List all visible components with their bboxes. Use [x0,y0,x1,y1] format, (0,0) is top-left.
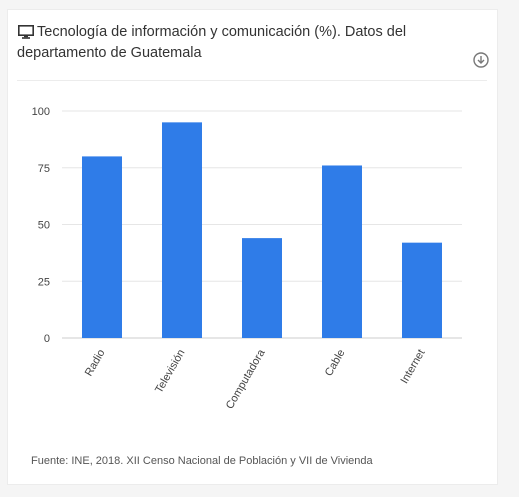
x-tick-label: Internet [399,348,428,386]
y-tick-label: 100 [32,106,50,118]
x-tick-label: Cable [323,348,348,379]
download-icon[interactable] [473,52,489,68]
chart-title: Tecnología de información y comunicación… [17,24,407,61]
monitor-icon [18,25,34,39]
bar-cable [322,165,362,338]
y-tick-label: 25 [38,276,50,288]
x-tick-label: Televisión [153,348,188,396]
bar-radio [82,156,122,338]
x-tick-label: Computadora [224,347,268,411]
y-tick-label: 75 [38,163,50,175]
bar-internet [402,242,442,338]
bar-televisión [162,122,202,338]
source-note: Fuente: INE, 2018. XII Censo Nacional de… [31,455,373,467]
bar-computadora [242,238,282,338]
chart-header: Tecnología de información y comunicación… [17,20,489,81]
x-tick-label: Radio [83,348,108,379]
y-tick-label: 50 [38,220,50,232]
y-tick-label: 0 [44,333,50,345]
